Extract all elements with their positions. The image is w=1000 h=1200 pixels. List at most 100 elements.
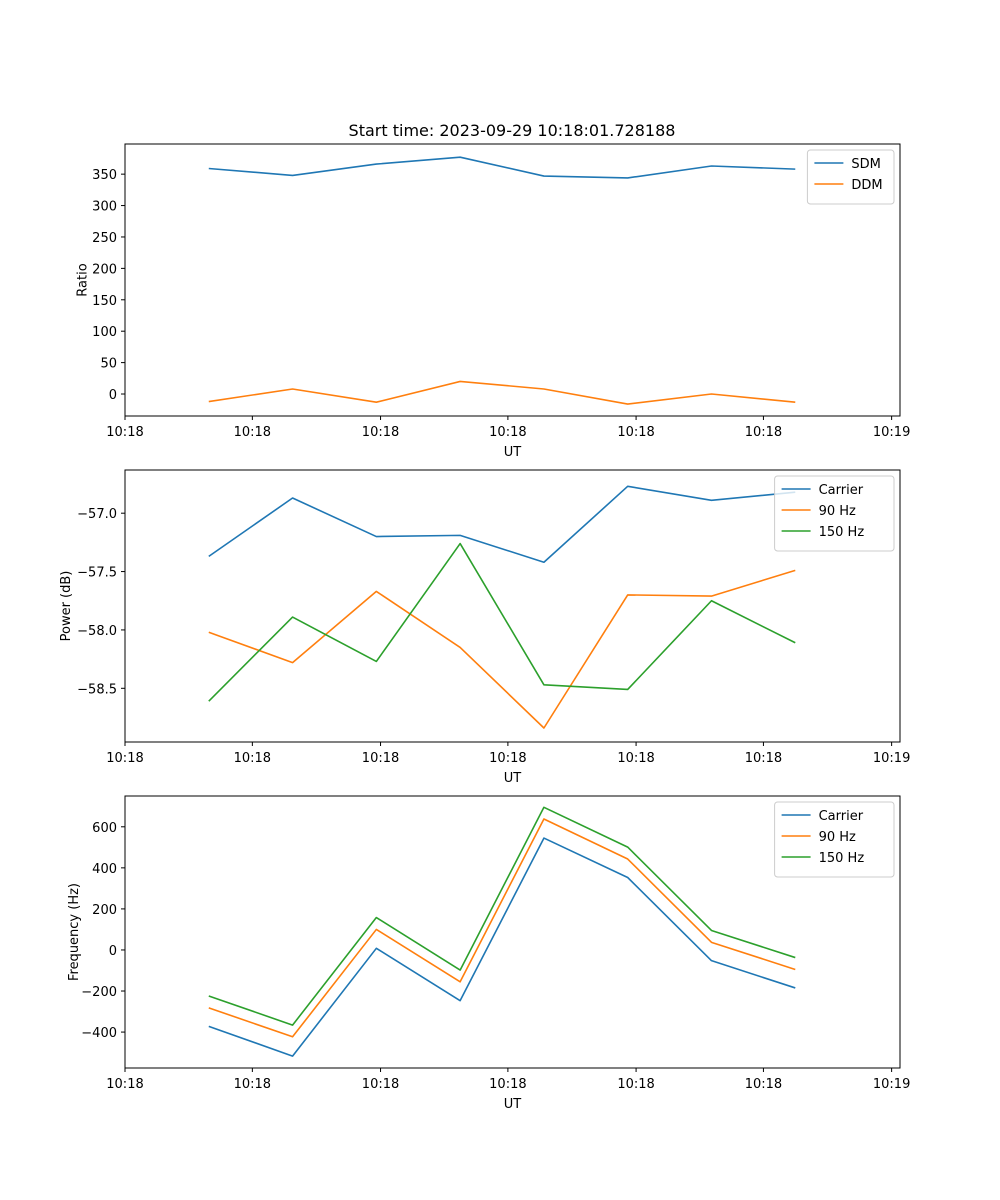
x-tick-label-1-1: 10:18 — [106, 425, 143, 440]
y-tick-label-1-7: 300 — [92, 200, 117, 215]
y-axis-label-2: Power (dB) — [59, 571, 74, 642]
data-point-3-2-5 — [543, 818, 545, 820]
axes-frame-2 — [124, 469, 901, 743]
data-point-1-1-7 — [711, 165, 713, 167]
x-tick-label-3-7: 10:19 — [873, 1077, 910, 1092]
x-axis-label-1: UT — [504, 445, 522, 460]
x-axis-label-3: UT — [504, 1097, 522, 1112]
data-point-1-1-5 — [543, 175, 545, 177]
data-point-2-1-4 — [459, 535, 461, 537]
axes-frame-1 — [124, 143, 901, 417]
legend-label-3-2: 90 Hz — [819, 830, 856, 845]
data-point-1-1-4 — [459, 156, 461, 158]
series-line-1-2 — [208, 380, 796, 405]
x-tick-label-2-6: 10:18 — [745, 751, 782, 766]
y-tick-label-3-2: −200 — [81, 985, 117, 1000]
data-point-2-1-1 — [208, 556, 210, 558]
legend-label-1-1: SDM — [851, 157, 880, 172]
panel-3: 10:18 10:18 10:18 10:18 10:18 10:18 10:19 UT −40… — [67, 795, 910, 1112]
y-tick-label-1-5: 200 — [92, 262, 117, 277]
data-point-3-2-6 — [627, 858, 629, 860]
x-tick-label-3-2: 10:18 — [234, 1077, 271, 1092]
data-point-2-2-1 — [208, 631, 210, 633]
data-point-2-3-6 — [627, 689, 629, 691]
data-point-3-3-8 — [794, 957, 796, 959]
data-point-1-1-2 — [292, 175, 294, 177]
series-line-3-2 — [208, 818, 796, 1038]
axes-frame-3 — [124, 795, 901, 1069]
y-tick-label-1-8: 350 — [92, 168, 117, 183]
data-point-3-1-1 — [208, 1026, 210, 1028]
y-tick-label-1-1: 0 — [109, 388, 117, 403]
legend-1: SDM DDM — [806, 149, 895, 205]
x-tick-label-3-6: 10:18 — [745, 1077, 782, 1092]
data-point-3-1-7 — [711, 960, 713, 962]
series-line-1-1 — [208, 156, 796, 179]
data-point-1-2-5 — [543, 388, 545, 390]
x-tick-label-2-7: 10:19 — [873, 751, 910, 766]
data-point-2-3-8 — [794, 642, 796, 644]
x-tick-label-2-2: 10:18 — [234, 751, 271, 766]
y-tick-label-2-3: −57.5 — [77, 566, 117, 581]
x-tick-label-1-7: 10:19 — [873, 425, 910, 440]
data-point-3-3-5 — [543, 806, 545, 808]
data-point-2-1-6 — [627, 486, 629, 488]
y-tick-label-2-1: −58.5 — [77, 682, 117, 697]
legend-label-1-2: DDM — [851, 178, 882, 193]
x-tick-label-1-2: 10:18 — [234, 425, 271, 440]
y-tick-label-3-6: 600 — [92, 821, 117, 836]
data-point-2-3-4 — [459, 543, 461, 545]
x-tick-label-1-6: 10:18 — [745, 425, 782, 440]
data-point-1-1-1 — [208, 168, 210, 170]
data-point-2-3-2 — [292, 616, 294, 618]
data-point-3-3-3 — [376, 917, 378, 919]
y-tick-label-1-6: 250 — [92, 231, 117, 246]
panel-2: 10:18 10:18 10:18 10:18 10:18 10:18 10:19 UT −58… — [59, 469, 910, 786]
data-point-3-1-5 — [543, 837, 545, 839]
figure-title: Start time: 2023-09-29 10:18:01.728188 — [349, 121, 676, 140]
x-tick-label-3-5: 10:18 — [617, 1077, 654, 1092]
x-tick-label-2-1: 10:18 — [106, 751, 143, 766]
x-tick-label-2-3: 10:18 — [362, 751, 399, 766]
data-point-3-3-4 — [459, 969, 461, 971]
y-tick-label-3-4: 200 — [92, 903, 117, 918]
data-point-2-2-8 — [794, 570, 796, 572]
y-tick-label-2-4: −57.0 — [77, 507, 117, 522]
data-point-3-1-2 — [292, 1055, 294, 1057]
series-line-3-3 — [208, 806, 796, 1026]
data-point-2-1-7 — [711, 500, 713, 502]
data-point-2-3-7 — [711, 600, 713, 602]
x-tick-label-1-5: 10:18 — [617, 425, 654, 440]
data-point-2-1-3 — [376, 536, 378, 538]
data-point-3-2-4 — [459, 981, 461, 983]
data-point-2-3-1 — [208, 700, 210, 702]
data-point-2-2-2 — [292, 662, 294, 664]
data-point-3-3-7 — [711, 930, 713, 932]
data-point-1-1-8 — [794, 168, 796, 170]
data-point-3-3-2 — [292, 1024, 294, 1026]
data-point-1-2-2 — [292, 388, 294, 390]
data-point-2-2-4 — [459, 647, 461, 649]
legend-label-2-2: 90 Hz — [819, 504, 856, 519]
y-tick-label-3-5: 400 — [92, 862, 117, 877]
data-point-1-2-4 — [459, 381, 461, 383]
y-tick-label-2-2: −58.0 — [77, 624, 117, 639]
y-tick-label-1-2: 50 — [100, 357, 117, 372]
data-point-2-2-7 — [711, 595, 713, 597]
data-point-3-2-3 — [376, 929, 378, 931]
y-tick-label-1-3: 100 — [92, 325, 117, 340]
x-tick-label-3-1: 10:18 — [106, 1077, 143, 1092]
data-point-1-1-6 — [627, 177, 629, 179]
x-tick-label-1-3: 10:18 — [362, 425, 399, 440]
data-point-2-2-6 — [627, 594, 629, 596]
data-point-1-1-3 — [376, 163, 378, 165]
legend-box-3 — [774, 801, 895, 878]
x-tick-label-3-4: 10:18 — [489, 1077, 526, 1092]
data-point-2-1-5 — [543, 561, 545, 563]
data-point-3-1-8 — [794, 987, 796, 989]
data-point-3-3-1 — [208, 995, 210, 997]
series-line-3-1 — [208, 837, 796, 1057]
data-point-3-1-6 — [627, 877, 629, 879]
data-point-1-2-6 — [627, 403, 629, 405]
